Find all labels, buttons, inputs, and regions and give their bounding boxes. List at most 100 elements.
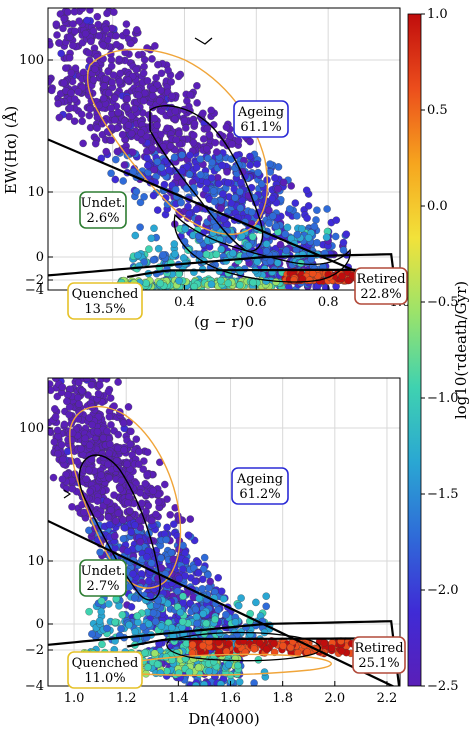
points-bottom: [48, 378, 363, 686]
data-point: [246, 152, 254, 161]
data-point: [262, 592, 270, 600]
x-tick-label: 2.0: [324, 691, 345, 706]
data-point: [226, 132, 234, 140]
data-point: [75, 400, 83, 408]
data-point: [163, 124, 171, 132]
data-point: [193, 99, 201, 107]
data-point: [83, 378, 91, 382]
data-point: [193, 82, 201, 90]
data-point: [203, 124, 212, 133]
data-point: [89, 27, 98, 35]
data-point: [54, 99, 62, 108]
data-point: [71, 27, 79, 36]
data-point: [214, 574, 222, 582]
boundary-line-flat-top: [48, 253, 397, 290]
y-tick-label: −2: [25, 273, 44, 288]
data-point: [111, 517, 120, 525]
data-point: [186, 515, 195, 523]
data-point: [212, 250, 221, 259]
data-point: [77, 110, 86, 119]
data-point: [234, 661, 242, 670]
x-tick-label: 1.0: [64, 691, 85, 706]
data-point: [265, 206, 273, 215]
data-point: [81, 434, 89, 443]
x-axis-label-bottom: Dn(4000): [188, 710, 260, 728]
data-point: [110, 116, 119, 124]
data-point: [131, 231, 140, 240]
data-point: [111, 94, 119, 102]
data-point: [331, 232, 340, 241]
data-point: [152, 510, 160, 519]
data-point: [236, 281, 244, 289]
data-point: [253, 160, 261, 168]
data-point: [178, 151, 186, 159]
data-point: [117, 476, 126, 485]
colorbar-tick-label: 0.0: [427, 199, 448, 214]
data-point: [322, 284, 330, 290]
data-point: [132, 187, 141, 196]
data-point: [65, 54, 74, 62]
retired-name-top: Retired: [356, 272, 405, 287]
data-point: [199, 641, 207, 650]
data-point: [212, 148, 221, 156]
data-point: [149, 85, 157, 94]
data-point: [137, 129, 145, 137]
data-point: [217, 587, 226, 596]
axes-frame-top: [47, 7, 401, 291]
data-point: [272, 222, 280, 231]
data-point: [48, 386, 55, 395]
data-point: [149, 191, 158, 200]
data-point: [120, 446, 128, 454]
data-point: [209, 212, 218, 220]
data-point: [95, 617, 104, 625]
data-point: [339, 238, 348, 247]
data-point: [246, 630, 255, 638]
data-point: [86, 487, 94, 496]
data-point: [85, 56, 94, 65]
data-point: [236, 187, 244, 196]
data-point: [164, 66, 172, 75]
data-point: [135, 516, 143, 525]
data-point: [69, 20, 77, 28]
data-point: [174, 72, 183, 81]
data-point: [60, 79, 68, 87]
data-point: [180, 116, 189, 125]
data-point: [93, 510, 102, 519]
data-point: [210, 197, 219, 206]
data-point: [130, 594, 139, 602]
data-point: [70, 8, 79, 16]
data-point: [91, 139, 100, 148]
data-point: [105, 449, 113, 458]
data-point: [102, 147, 110, 156]
retired-pct-bottom: 25.1%: [358, 656, 399, 671]
data-point: [222, 610, 230, 619]
data-point: [156, 669, 165, 677]
data-point: [150, 165, 158, 174]
y-tick-label: −4: [25, 283, 44, 298]
data-point: [198, 575, 207, 584]
data-point: [218, 161, 226, 170]
data-point: [94, 20, 102, 29]
data-point: [144, 577, 153, 585]
data-point: [97, 471, 105, 479]
data-point: [224, 660, 233, 669]
data-point: [303, 214, 311, 222]
data-point: [139, 97, 148, 105]
data-point: [229, 249, 237, 258]
data-point: [157, 554, 165, 562]
data-point: [143, 470, 151, 479]
quenched-name-top: Quenched: [72, 287, 139, 302]
data-point: [312, 216, 320, 224]
data-point: [127, 427, 135, 436]
data-point: [155, 96, 164, 105]
data-point: [87, 37, 95, 46]
data-point: [89, 76, 98, 84]
data-point: [327, 644, 336, 652]
data-point: [224, 178, 232, 187]
data-point: [179, 592, 187, 601]
data-point: [123, 547, 132, 556]
data-point: [116, 69, 124, 78]
data-point: [112, 40, 121, 49]
region-label-ageing-bottom: Ageing 61.2%: [231, 467, 289, 505]
